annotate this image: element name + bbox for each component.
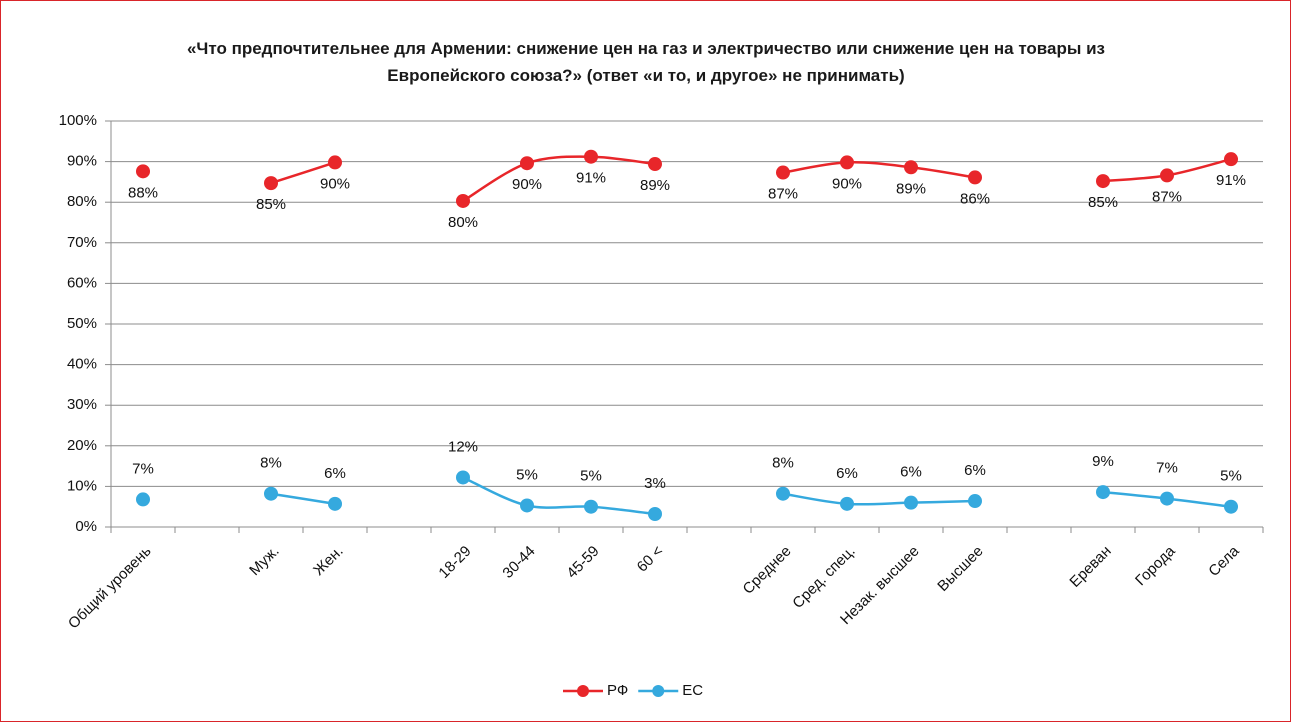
data-label: 7% (132, 460, 154, 477)
x-tick-label: 18-29 (435, 543, 474, 582)
x-tick-label: Среднее (740, 543, 795, 598)
data-label: 6% (324, 465, 346, 482)
series-line (270, 476, 1232, 516)
data-label: 5% (516, 466, 538, 483)
data-point (520, 156, 534, 171)
data-point (1224, 152, 1238, 167)
legend-label: ЕС (682, 682, 703, 699)
y-tick-label: 40% (67, 356, 97, 373)
data-point (904, 160, 918, 175)
data-point (1224, 499, 1238, 514)
x-tick-label: 45-59 (563, 543, 602, 582)
data-label: 6% (900, 464, 922, 481)
legend-marker (652, 685, 665, 697)
data-label: 5% (580, 468, 602, 485)
x-tick-label: 60 < (634, 542, 667, 575)
data-label: 8% (260, 455, 282, 472)
x-tick-label: Города (1132, 542, 1179, 589)
y-tick-label: 90% (67, 153, 97, 170)
y-tick-label: 60% (67, 274, 97, 291)
data-label: 91% (1216, 172, 1246, 189)
x-tick-label: Муж. (246, 543, 282, 579)
data-label: 6% (836, 465, 858, 482)
data-label: 89% (640, 177, 670, 194)
x-tick-label: Жен. (310, 543, 346, 579)
y-tick-label: 50% (67, 315, 97, 332)
data-point (584, 149, 598, 164)
x-tick-label: 30-44 (499, 543, 538, 582)
data-label: 88% (128, 184, 158, 201)
data-label: 12% (448, 438, 478, 455)
data-point (648, 507, 662, 522)
legend-label: РФ (607, 682, 628, 699)
data-label: 90% (832, 175, 862, 192)
data-label: 87% (768, 186, 798, 203)
y-tick-label: 70% (67, 234, 97, 251)
data-label: 6% (964, 462, 986, 479)
data-point (648, 157, 662, 172)
legend-marker (577, 685, 589, 697)
data-point (520, 498, 534, 513)
data-point (968, 494, 982, 509)
data-point (840, 155, 854, 170)
x-tick-label: Сред. спец. (789, 543, 858, 612)
data-label: 9% (1092, 453, 1114, 470)
data-point (1160, 491, 1174, 506)
y-tick-label: 20% (67, 437, 97, 454)
data-point (456, 470, 470, 485)
x-tick-label: Общий уровень (65, 542, 155, 632)
data-point (264, 176, 278, 191)
data-point (776, 165, 790, 180)
x-tick-label: Высшее (934, 543, 986, 595)
data-label: 85% (1088, 194, 1118, 211)
data-label: 85% (256, 196, 286, 213)
data-label: 87% (1152, 188, 1182, 205)
data-label: 91% (576, 170, 606, 187)
data-point (456, 193, 470, 208)
data-point (584, 499, 598, 514)
y-tick-label: 80% (67, 193, 97, 210)
data-point (1096, 485, 1110, 500)
data-label: 3% (644, 475, 666, 492)
data-label: 90% (512, 176, 542, 193)
data-point (776, 486, 790, 501)
x-tick-label: Ереван (1066, 543, 1114, 591)
y-tick-label: 100% (59, 112, 97, 129)
y-tick-label: 10% (67, 477, 97, 494)
data-label: 80% (448, 214, 478, 231)
data-point (328, 496, 342, 511)
series-line (270, 155, 1232, 203)
data-point (264, 486, 278, 501)
y-tick-label: 30% (67, 396, 97, 413)
data-point (1160, 168, 1174, 183)
x-tick-label: Села (1205, 542, 1243, 580)
data-label: 89% (896, 180, 926, 197)
data-label: 8% (772, 455, 794, 472)
data-label: 86% (960, 190, 990, 207)
data-label: 90% (320, 175, 350, 192)
data-point (904, 495, 918, 510)
data-point (1096, 174, 1110, 189)
data-point (968, 170, 982, 185)
data-point (328, 155, 342, 170)
data-label: 5% (1220, 468, 1242, 485)
data-label: 7% (1156, 460, 1178, 477)
data-point (840, 496, 854, 511)
chart-title: «Что предпочтительнее для Армении: сниже… (186, 39, 1106, 85)
y-tick-label: 0% (75, 518, 97, 535)
data-point (136, 164, 150, 179)
data-point (136, 492, 150, 507)
